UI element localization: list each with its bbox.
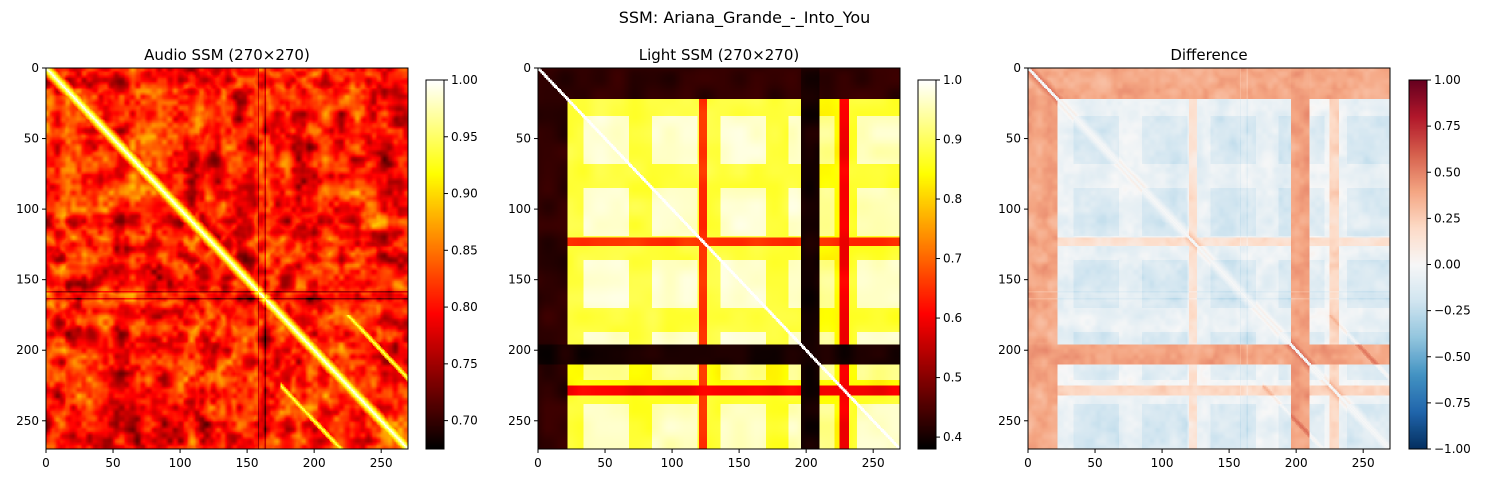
panel-title: Audio SSM (270×270) xyxy=(144,46,310,64)
colorbar-tick-label: −0.50 xyxy=(1434,350,1471,364)
x-tick-label: 250 xyxy=(370,456,393,470)
x-tick-label: 50 xyxy=(105,456,120,470)
x-tick-label: 0 xyxy=(42,456,50,470)
colorbar-tick-label: 0.70 xyxy=(451,414,478,428)
x-tick-label: 100 xyxy=(1151,456,1174,470)
colorbar-tick-label: 0.4 xyxy=(943,430,962,444)
heatmap-image xyxy=(46,68,408,449)
colorbar-tick-label: 1.0 xyxy=(943,73,962,87)
x-tick-label: 0 xyxy=(1024,456,1032,470)
colorbar-tick-label: 0.6 xyxy=(943,311,962,325)
x-tick-label: 250 xyxy=(1352,456,1375,470)
x-tick-label: 150 xyxy=(1218,456,1241,470)
y-tick-label: 100 xyxy=(508,202,531,216)
heatmap-panel-2: Light SSM (270×270) 0 50 100 150 200 250 0 50 100… xyxy=(508,46,962,470)
colorbar-frame xyxy=(425,79,445,450)
x-tick-label: 250 xyxy=(862,456,885,470)
colorbar-tick-label: −0.25 xyxy=(1434,304,1471,318)
heatmap-image xyxy=(538,68,900,449)
colorbar-gradient xyxy=(918,80,936,449)
x-tick-label: 200 xyxy=(1285,456,1308,470)
colorbar-tick-label: 0.85 xyxy=(451,243,478,257)
x-tick-label: 200 xyxy=(795,456,818,470)
y-tick-label: 200 xyxy=(16,343,39,357)
panel-title: Difference xyxy=(1170,46,1247,64)
heatmap-panel-3: Difference 0 50 100 150 200 250 0 50 100 150 200 250… xyxy=(998,46,1471,470)
colorbar-tick-label: 0.50 xyxy=(1434,165,1461,179)
colorbar-tick-label: 0.25 xyxy=(1434,211,1461,225)
panel-title: Light SSM (270×270) xyxy=(639,46,800,64)
y-tick-label: 250 xyxy=(508,414,531,428)
y-tick-label: 250 xyxy=(16,414,39,428)
y-tick-label: 50 xyxy=(24,132,39,146)
heatmap-panel-1: Audio SSM (270×270) 0 50 100 150 200 250 0 50 100… xyxy=(16,46,478,470)
colorbar-gradient xyxy=(426,80,444,449)
axes-frame xyxy=(1027,67,1391,450)
heatmap-image xyxy=(1028,68,1390,449)
colorbar-tick-label: 0.75 xyxy=(451,357,478,371)
x-tick-label: 100 xyxy=(661,456,684,470)
colorbar-tick-label: −0.75 xyxy=(1434,396,1471,410)
colorbar: −1.00 −0.75 −0.50 −0.25 0.00 0.25 0.50 0.75 1.00 xyxy=(1408,73,1471,456)
colorbar: 0.70 0.75 0.80 0.85 0.90 0.95 1.00 xyxy=(425,73,478,450)
axes-frame xyxy=(45,67,409,450)
colorbar-tick-label: 0.80 xyxy=(451,300,478,314)
colorbar-tick-label: 0.75 xyxy=(1434,119,1461,133)
x-tick-label: 50 xyxy=(1087,456,1102,470)
colorbar-tick-label: 1.00 xyxy=(1434,73,1461,87)
y-tick-label: 50 xyxy=(516,132,531,146)
colorbar-tick-label: 0.95 xyxy=(451,130,478,144)
y-tick-label: 150 xyxy=(508,273,531,287)
x-tick-label: 150 xyxy=(236,456,259,470)
colorbar-tick-label: 0.90 xyxy=(451,187,478,201)
colorbar-tick-label: 0.5 xyxy=(943,371,962,385)
y-tick-label: 0 xyxy=(523,61,531,75)
x-tick-label: 50 xyxy=(597,456,612,470)
colorbar-tick-label: 1.00 xyxy=(451,73,478,87)
x-tick-label: 100 xyxy=(169,456,192,470)
axes-frame xyxy=(537,67,901,450)
colorbar-frame xyxy=(917,79,937,450)
colorbar: 0.4 0.5 0.6 0.7 0.8 0.9 1.0 xyxy=(917,73,962,450)
colorbar-tick-label: 0.8 xyxy=(943,192,962,206)
y-tick-label: 100 xyxy=(16,202,39,216)
x-tick-label: 150 xyxy=(728,456,751,470)
colorbar-tick-label: 0.7 xyxy=(943,252,962,266)
y-tick-label: 150 xyxy=(998,273,1021,287)
y-tick-label: 0 xyxy=(1013,61,1021,75)
y-tick-label: 150 xyxy=(16,273,39,287)
y-tick-label: 100 xyxy=(998,202,1021,216)
x-tick-label: 0 xyxy=(534,456,542,470)
y-tick-label: 250 xyxy=(998,414,1021,428)
y-tick-label: 200 xyxy=(508,343,531,357)
colorbar-tick-label: 0.9 xyxy=(943,133,962,147)
colorbar-tick-label: −1.00 xyxy=(1434,442,1471,456)
y-tick-label: 200 xyxy=(998,343,1021,357)
colorbar-gradient xyxy=(1409,80,1427,449)
y-tick-label: 50 xyxy=(1006,132,1021,146)
colorbar-tick-label: 0.00 xyxy=(1434,258,1461,272)
figure-suptitle: SSM: Ariana_Grande_-_Into_You xyxy=(619,8,871,28)
x-tick-label: 200 xyxy=(303,456,326,470)
y-tick-label: 0 xyxy=(31,61,39,75)
